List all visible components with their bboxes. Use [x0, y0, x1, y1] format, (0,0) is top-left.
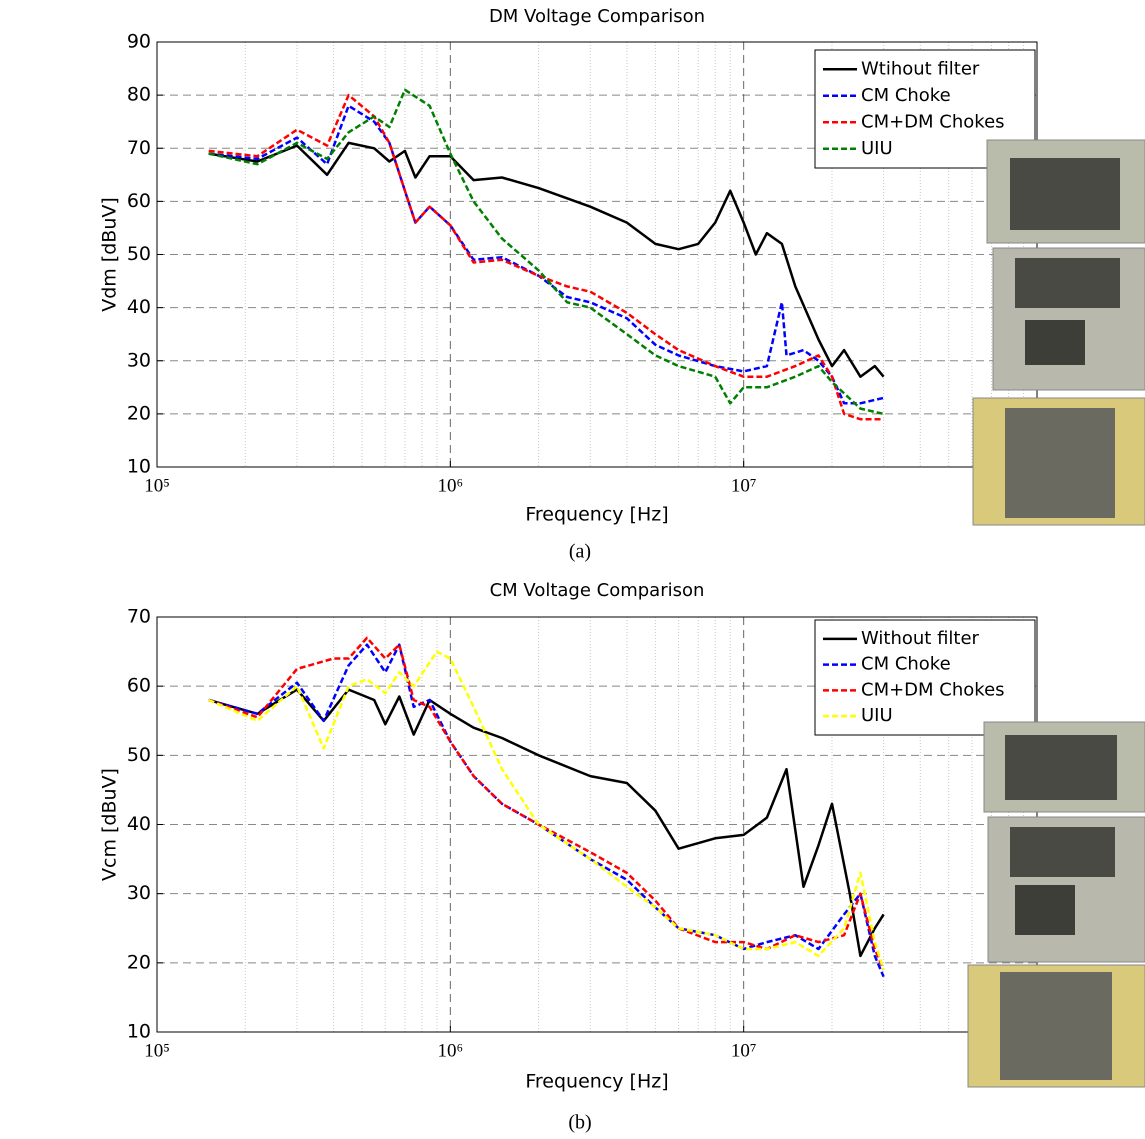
series-line: [208, 104, 884, 405]
legend-label: Without filter: [861, 628, 980, 649]
legend-label: CM+DM Chokes: [861, 111, 1005, 132]
photo-detail: [1005, 735, 1117, 800]
photo-detail: [1005, 408, 1115, 518]
x-tick-label: 10⁶: [438, 475, 464, 496]
y-tick-label: 90: [127, 31, 151, 53]
y-tick-label: 70: [127, 606, 151, 628]
y-axis-label: Vcm [dBuV]: [99, 768, 121, 881]
x-axis-label: Frequency [Hz]: [525, 1071, 668, 1093]
x-axis-label: Frequency [Hz]: [525, 504, 668, 526]
series-line: [208, 93, 884, 421]
legend-label: UIU: [861, 705, 893, 726]
photo-detail: [1015, 885, 1075, 935]
x-tick-label: 10⁷: [731, 1040, 757, 1061]
photo-detail: [1010, 827, 1115, 877]
y-axis-label: Vdm [dBuV]: [99, 197, 121, 312]
chart-title: CM Voltage Comparison: [490, 580, 705, 601]
x-tick-label: 10⁷: [731, 475, 757, 496]
series-line: [208, 88, 884, 416]
legend-label: CM Choke: [861, 654, 951, 675]
y-tick-label: 40: [127, 296, 151, 318]
chart-title: DM Voltage Comparison: [489, 6, 705, 27]
photo-detail: [1000, 972, 1112, 1080]
series-line: [208, 688, 885, 958]
photo-detail: [1010, 158, 1120, 230]
photo-group: [967, 139, 1145, 1088]
y-tick-label: 20: [127, 402, 151, 424]
y-tick-label: 60: [127, 190, 151, 212]
y-tick-label: 40: [127, 813, 151, 835]
series-line: [208, 650, 885, 971]
caption: (b): [568, 1112, 591, 1134]
y-tick-label: 30: [127, 882, 151, 904]
y-tick-label: 10: [127, 1021, 151, 1043]
y-tick-label: 50: [127, 744, 151, 766]
x-tick-label: 10⁶: [438, 1040, 464, 1061]
series-line: [208, 636, 885, 971]
x-tick-label: 10⁵: [144, 1040, 170, 1061]
y-tick-label: 30: [127, 349, 151, 371]
legend-label: CM Choke: [861, 85, 951, 106]
y-tick-label: 20: [127, 951, 151, 973]
x-tick-label: 10⁵: [144, 475, 170, 496]
caption: (a): [569, 541, 591, 563]
y-tick-label: 70: [127, 137, 151, 159]
legend-label: CM+DM Chokes: [861, 679, 1005, 700]
y-tick-label: 80: [127, 84, 151, 106]
legend-label: UIU: [861, 138, 893, 159]
y-tick-label: 50: [127, 243, 151, 265]
photo-detail: [1015, 258, 1120, 308]
series-line: [208, 141, 885, 378]
legend-label: Wtihout filter: [861, 58, 980, 79]
photo-detail: [1025, 320, 1085, 365]
y-tick-label: 10: [127, 456, 151, 478]
y-tick-label: 60: [127, 675, 151, 697]
